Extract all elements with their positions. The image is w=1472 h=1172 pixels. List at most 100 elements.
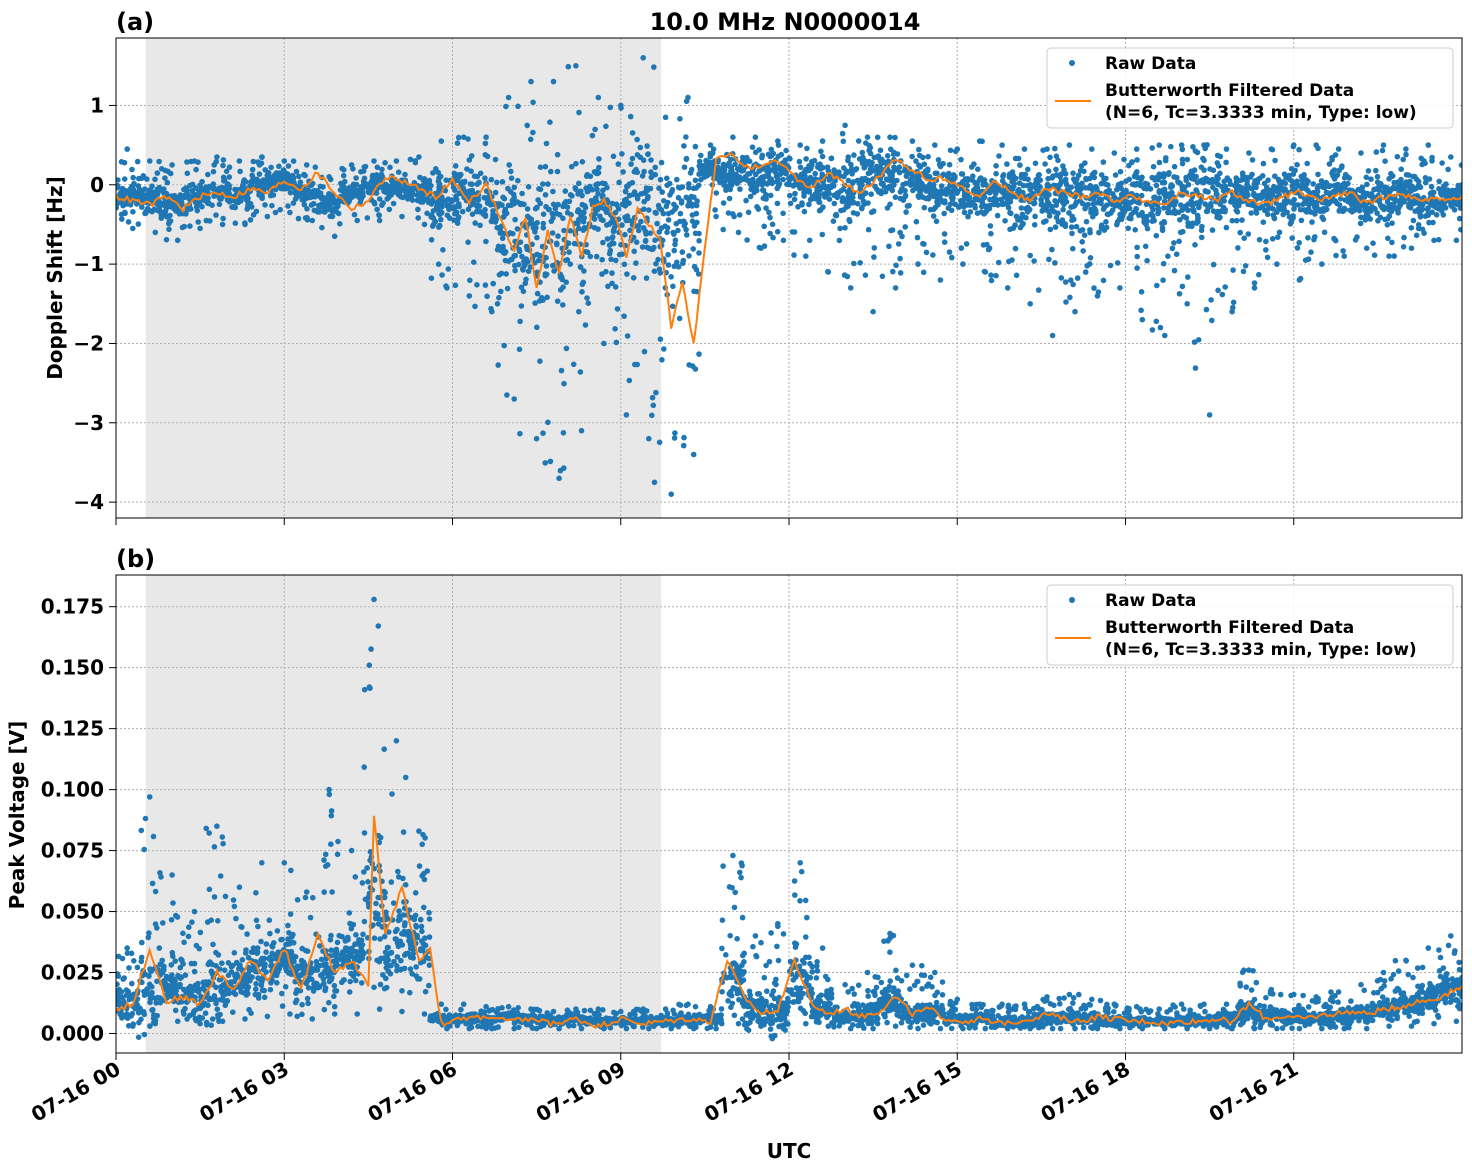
doppler-raw-point — [182, 210, 189, 217]
voltage-raw-point — [285, 922, 291, 929]
doppler-raw-point — [988, 277, 995, 284]
doppler-raw-point — [384, 190, 391, 196]
doppler-raw-point — [798, 171, 805, 178]
doppler-raw-point — [888, 146, 894, 153]
doppler-raw-point — [122, 210, 128, 217]
doppler-raw-point — [1134, 244, 1140, 251]
doppler-raw-point — [249, 180, 255, 186]
doppler-raw-point — [484, 293, 490, 300]
doppler-raw-point — [293, 168, 300, 175]
doppler-raw-point — [149, 183, 155, 189]
doppler-raw-point — [162, 175, 168, 181]
doppler-raw-point — [1168, 143, 1174, 150]
doppler-raw-point — [1362, 217, 1369, 223]
doppler-raw-point — [500, 194, 506, 201]
voltage-raw-point-max — [236, 884, 243, 890]
doppler-raw-point — [749, 144, 756, 150]
doppler-raw-point — [1413, 232, 1420, 239]
doppler-raw-point — [576, 180, 582, 187]
doppler-raw-point — [1259, 173, 1266, 179]
doppler-raw-point — [1025, 176, 1031, 183]
doppler-raw-point — [480, 211, 487, 217]
doppler-raw-point — [767, 192, 774, 199]
doppler-raw-point — [1237, 177, 1244, 184]
doppler-raw-point — [1294, 245, 1301, 251]
doppler-raw-point — [879, 273, 886, 280]
doppler-raw-point — [962, 195, 968, 201]
doppler-raw-point — [1373, 149, 1380, 155]
doppler-raw-point — [599, 256, 605, 263]
doppler-raw-point — [614, 306, 621, 312]
doppler-raw-point — [1419, 206, 1426, 212]
doppler-raw-point — [965, 213, 971, 220]
doppler-raw-point-max — [124, 146, 130, 152]
doppler-raw-point — [502, 257, 509, 264]
voltage-raw-point — [141, 846, 147, 853]
doppler-raw-point — [1210, 261, 1217, 268]
doppler-raw-point — [629, 179, 636, 186]
doppler-raw-point — [756, 168, 762, 174]
doppler-raw-point — [1012, 245, 1019, 252]
doppler-raw-point — [1270, 212, 1277, 218]
doppler-raw-point — [1151, 194, 1157, 201]
doppler-raw-point — [587, 253, 594, 260]
doppler-raw-point — [540, 211, 547, 217]
doppler-raw-point — [1292, 181, 1298, 187]
doppler-raw-point — [142, 210, 149, 217]
doppler-raw-point — [550, 201, 557, 208]
voltage-raw-point — [206, 886, 213, 893]
voltage-raw-point — [209, 996, 216, 1002]
doppler-raw-point — [1249, 171, 1255, 178]
doppler-raw-point — [475, 202, 481, 209]
doppler-raw-point — [1263, 238, 1269, 245]
doppler-raw-point — [1129, 199, 1136, 205]
doppler-raw-point — [1203, 208, 1210, 215]
doppler-raw-point-min — [578, 427, 585, 434]
doppler-raw-point — [1152, 177, 1158, 183]
doppler-raw-point — [249, 166, 256, 173]
doppler-raw-point — [481, 194, 488, 201]
voltage-raw-point — [192, 1015, 199, 1022]
doppler-raw-point — [438, 204, 445, 210]
doppler-raw-point — [774, 185, 780, 192]
doppler-raw-point — [468, 168, 474, 174]
doppler-raw-point — [1304, 200, 1310, 206]
voltage-raw-point — [237, 964, 243, 970]
doppler-raw-point — [1043, 218, 1049, 224]
doppler-raw-point-max — [528, 78, 534, 85]
doppler-raw-point — [686, 185, 692, 191]
doppler-raw-point — [1305, 235, 1311, 241]
doppler-raw-point — [946, 249, 953, 255]
voltage-raw-point — [188, 960, 195, 967]
doppler-raw-point — [540, 430, 546, 437]
doppler-raw-point — [675, 264, 682, 270]
doppler-raw-point — [641, 198, 647, 205]
doppler-raw-point — [1168, 209, 1175, 216]
doppler-raw-point — [796, 158, 803, 165]
voltage-raw-point — [205, 1002, 211, 1009]
doppler-raw-point — [1062, 279, 1069, 285]
doppler-raw-point — [826, 190, 832, 197]
doppler-raw-point-min — [1274, 261, 1280, 267]
doppler-raw-point — [933, 218, 940, 225]
doppler-raw-point — [652, 237, 658, 243]
doppler-raw-point — [326, 206, 332, 212]
doppler-raw-point — [591, 224, 598, 231]
doppler-raw-point — [1161, 198, 1168, 205]
voltage-raw-point — [221, 967, 228, 973]
doppler-raw-point — [216, 201, 223, 208]
doppler-raw-point — [669, 303, 676, 310]
doppler-raw-point — [839, 130, 846, 137]
doppler-raw-point — [1153, 182, 1160, 189]
doppler-raw-point — [902, 187, 908, 194]
doppler-raw-point — [922, 168, 929, 174]
doppler-raw-point — [988, 187, 994, 193]
voltage-raw-point — [203, 1019, 210, 1026]
doppler-raw-point — [1341, 185, 1348, 191]
doppler-raw-point — [862, 190, 869, 196]
doppler-raw-point-min — [1363, 245, 1370, 251]
doppler-raw-point — [1069, 230, 1075, 237]
doppler-raw-point — [860, 198, 867, 204]
doppler-raw-point — [622, 214, 628, 221]
doppler-raw-point — [1004, 161, 1010, 167]
